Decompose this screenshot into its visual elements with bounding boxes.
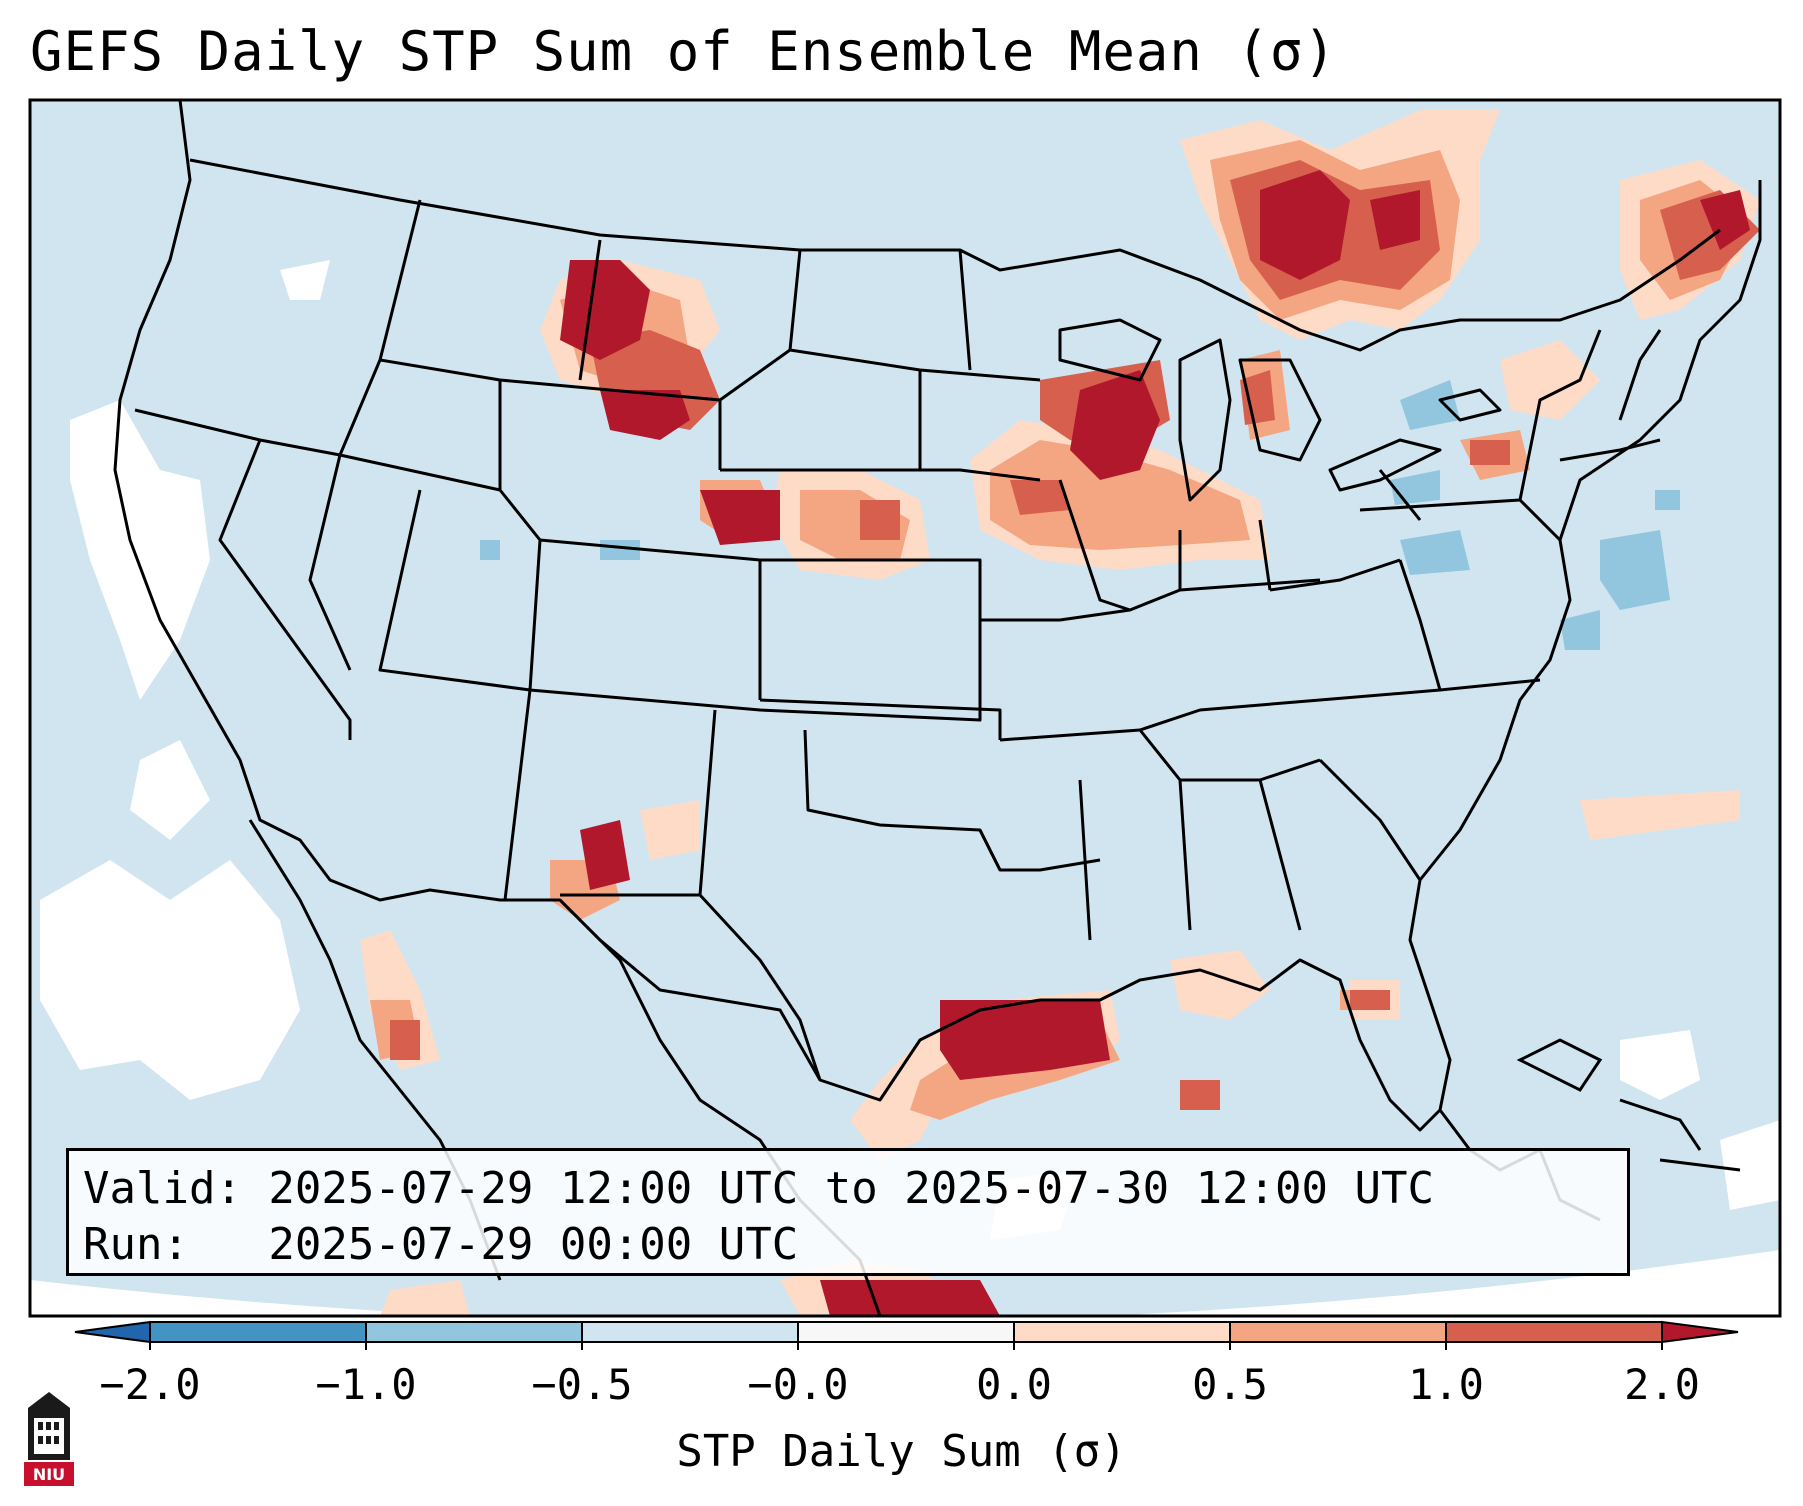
run-time-text: Run: 2025-07-29 00:00 UTC xyxy=(83,1219,799,1270)
valid-run-info-box: Valid: 2025-07-29 12:00 UTC to 2025-07-3… xyxy=(66,1148,1630,1276)
colorbar-segment-5 xyxy=(1014,1322,1230,1342)
colorbar-under-triangle xyxy=(74,1320,151,1344)
map-frame xyxy=(28,98,1782,1318)
colorbar-ticks xyxy=(149,1322,1663,1350)
colorbar xyxy=(74,1320,1739,1350)
logo-text: NIU xyxy=(33,1465,65,1484)
colorbar-tick-label: −1.0 xyxy=(315,1360,417,1409)
colorbar-tick-label: −0.0 xyxy=(747,1360,849,1409)
colorbar-label: STP Daily Sum (σ) xyxy=(676,1426,1127,1477)
colorbar-segment-6 xyxy=(1230,1322,1446,1342)
extreme-positive-patches xyxy=(560,170,1750,1316)
colorbar-segment-7 xyxy=(1446,1322,1662,1342)
colorbar-tick-label: 0.0 xyxy=(976,1360,1052,1409)
colorbar-segment-4 xyxy=(798,1322,1014,1342)
domain-edge xyxy=(30,1250,1780,1316)
colorbar-segment-3 xyxy=(582,1322,798,1342)
negative-anomaly-patches xyxy=(480,380,1680,650)
niu-logo-icon: NIU xyxy=(24,1392,74,1486)
map-area xyxy=(30,100,1780,1316)
colorbar-segment-1 xyxy=(150,1322,366,1342)
colorbar-tick-label: 0.5 xyxy=(1192,1360,1268,1409)
colorbar-tick-label: −2.0 xyxy=(99,1360,201,1409)
colorbar-over-triangle xyxy=(1661,1320,1739,1344)
valid-time-text: Valid: 2025-07-29 12:00 UTC to 2025-07-3… xyxy=(83,1163,1435,1214)
colorbar-segment-2 xyxy=(366,1322,582,1342)
colorbar-tick-label: 1.0 xyxy=(1408,1360,1484,1409)
colorbar-tick-label: −0.5 xyxy=(531,1360,633,1409)
state-borders xyxy=(113,100,1762,1316)
chart-title: GEFS Daily STP Sum of Ensemble Mean (σ) xyxy=(30,20,1337,83)
colorbar-tick-label: 2.0 xyxy=(1624,1360,1700,1409)
